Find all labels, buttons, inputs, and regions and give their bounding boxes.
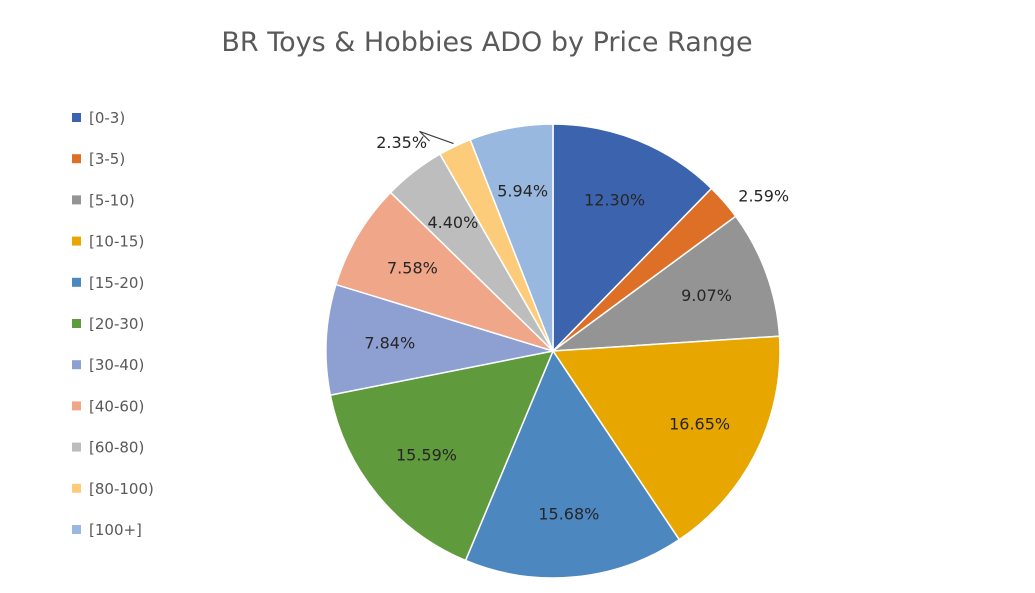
legend-label: [3-5) xyxy=(89,150,125,168)
data-labels: 12.30% 2.59% 9.07% 16.65% 15.68% 15.59% 7.84% 7… xyxy=(364,133,789,524)
legend-label: [5-10) xyxy=(89,191,135,209)
pie-slice xyxy=(469,123,554,352)
legend-label: [100+] xyxy=(89,521,142,539)
data-label: 9.07% xyxy=(681,286,732,305)
data-label: 7.84% xyxy=(364,334,415,353)
legend-swatch xyxy=(72,113,81,122)
leader-line xyxy=(419,130,454,145)
pie-slice xyxy=(464,349,681,579)
legend-swatch xyxy=(72,236,81,246)
legend-label: [15-20) xyxy=(89,274,144,292)
legend: [0-3) [3-5) [5-10) [10-15) [15-20) [20-30) [30… xyxy=(72,109,154,539)
pie-slice xyxy=(551,335,781,541)
data-label: 15.68% xyxy=(538,505,599,524)
legend-swatch xyxy=(72,525,81,534)
legend-label: [40-60) xyxy=(89,397,144,415)
chart-title: BR Toys & Hobbies ADO by Price Range xyxy=(221,27,752,58)
legend-swatch xyxy=(72,483,81,493)
legend-swatch xyxy=(72,154,81,164)
pie-slice xyxy=(335,191,554,352)
data-label: 5.94% xyxy=(497,181,548,200)
legend-swatch xyxy=(72,360,81,370)
pie-slice xyxy=(325,283,554,396)
legend-label: [20-30) xyxy=(89,315,144,333)
legend-label: [10-15) xyxy=(89,233,144,251)
data-label: 4.40% xyxy=(427,213,478,232)
data-label: 2.35% xyxy=(376,133,427,152)
legend-swatch xyxy=(72,401,81,411)
pie-slice xyxy=(550,215,781,352)
pie-slice xyxy=(552,123,713,353)
pie-slice xyxy=(329,349,555,562)
pie-slices xyxy=(325,123,781,579)
legend-label: [30-40) xyxy=(89,356,144,374)
legend-label: [60-80) xyxy=(89,439,144,457)
legend-swatch xyxy=(72,442,81,452)
data-label: 7.58% xyxy=(387,259,438,278)
data-label: 2.59% xyxy=(738,186,789,205)
legend-swatch xyxy=(72,195,81,205)
data-label: 16.65% xyxy=(669,414,730,433)
legend-label: [0-3) xyxy=(89,109,125,127)
data-label: 15.59% xyxy=(396,445,457,464)
legend-swatch xyxy=(72,277,81,287)
leader-lines xyxy=(419,130,454,145)
legend-label: [80-100) xyxy=(89,480,154,498)
data-label: 12.30% xyxy=(584,191,645,210)
legend-swatch xyxy=(72,319,81,328)
